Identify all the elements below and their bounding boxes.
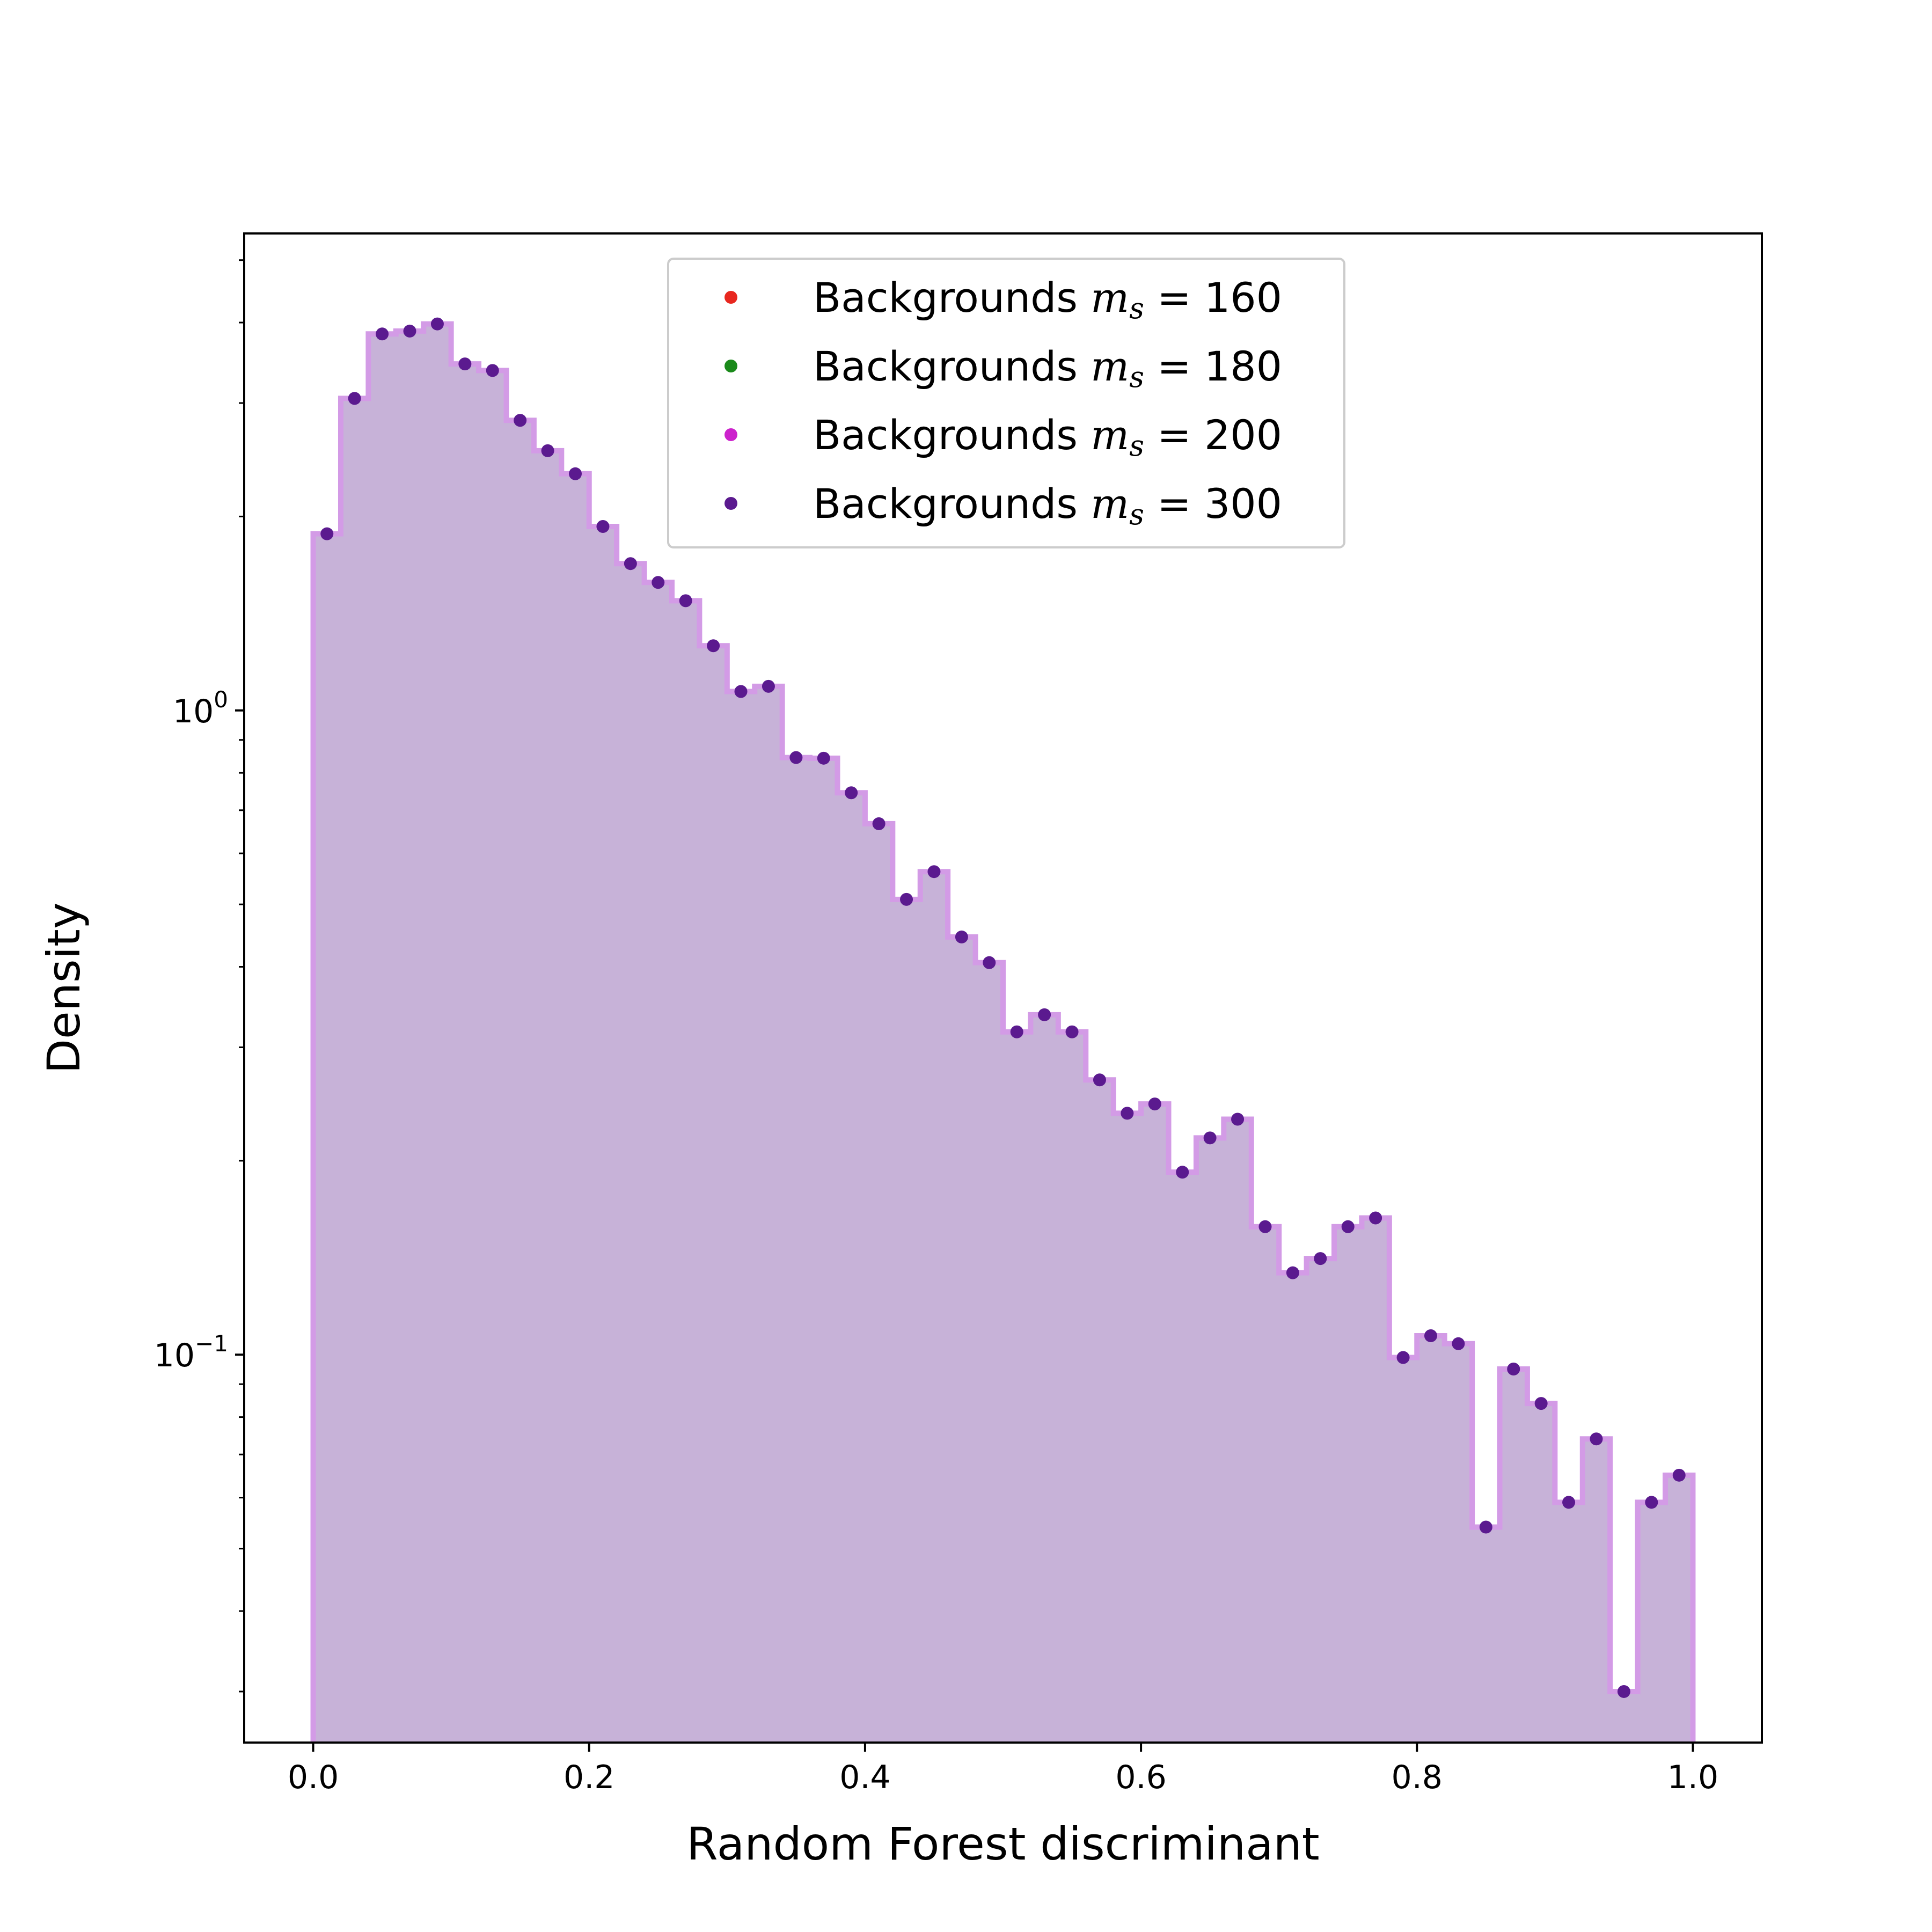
data-point — [1341, 1220, 1355, 1233]
y-tick-label: 100 — [173, 686, 228, 730]
data-point — [983, 956, 996, 969]
histogram-step-300 — [310, 321, 1696, 1743]
data-point — [1121, 1107, 1134, 1120]
data-point — [1203, 1131, 1217, 1145]
data-point — [1231, 1113, 1245, 1126]
data-point — [1148, 1097, 1161, 1111]
legend-marker — [724, 497, 737, 510]
data-point — [1645, 1496, 1658, 1509]
data-point — [789, 751, 803, 764]
data-point — [1617, 1685, 1630, 1698]
x-axis-label: Random Forest discriminant — [686, 1818, 1320, 1870]
legend-marker — [724, 428, 737, 441]
legend-label: Backgrounds ms = 200 — [813, 411, 1282, 463]
data-point — [403, 324, 416, 338]
data-point — [817, 751, 830, 765]
x-tick-label: 0.0 — [288, 1759, 339, 1796]
data-point — [872, 817, 885, 830]
data-point — [762, 679, 775, 693]
x-tick-label: 0.8 — [1392, 1759, 1443, 1796]
x-tick-label: 0.2 — [564, 1759, 614, 1796]
data-point — [1176, 1166, 1189, 1179]
data-point — [955, 930, 968, 943]
data-point — [707, 639, 720, 653]
legend-marker — [724, 360, 737, 372]
data-point — [1562, 1496, 1576, 1509]
data-point — [1424, 1329, 1437, 1342]
data-point — [1369, 1211, 1382, 1225]
data-point — [652, 576, 665, 589]
data-point — [1258, 1220, 1272, 1233]
data-point — [1038, 1008, 1051, 1021]
data-point — [486, 364, 499, 377]
data-point — [845, 786, 858, 800]
data-point — [734, 685, 748, 698]
x-tick-label: 0.4 — [839, 1759, 890, 1796]
data-point — [348, 392, 361, 405]
y-tick-label: 10−1 — [154, 1330, 228, 1374]
data-point — [1396, 1351, 1410, 1364]
data-point — [1093, 1073, 1106, 1087]
legend-label: Backgrounds ms = 160 — [813, 274, 1282, 325]
data-point — [569, 467, 582, 480]
y-axis-label: Density — [38, 902, 90, 1073]
data-point — [376, 327, 389, 341]
data-point — [900, 892, 913, 906]
data-point — [1452, 1337, 1465, 1350]
data-point — [1590, 1432, 1603, 1446]
data-point — [927, 865, 941, 879]
data-point — [458, 357, 472, 371]
data-point — [320, 527, 334, 540]
legend-label: Backgrounds ms = 180 — [813, 342, 1282, 394]
data-point — [1286, 1266, 1299, 1279]
data-point — [514, 414, 527, 427]
data-point — [596, 519, 610, 533]
data-point — [430, 317, 444, 331]
data-point — [1010, 1025, 1023, 1038]
data-point — [1672, 1468, 1686, 1482]
data-point — [1479, 1520, 1492, 1534]
data-point — [679, 594, 692, 608]
legend-marker — [724, 291, 737, 304]
plot-area — [310, 317, 1696, 1743]
axes-frame — [243, 232, 1763, 1744]
data-point — [1507, 1362, 1520, 1375]
legend-box — [667, 258, 1345, 548]
data-point — [1534, 1397, 1548, 1410]
legend-label: Backgrounds ms = 300 — [813, 480, 1282, 531]
legend: Backgrounds ms = 160 Backgrounds ms = 180… — [667, 258, 1345, 548]
data-point — [1065, 1025, 1079, 1038]
data-point — [1314, 1252, 1327, 1265]
data-point — [541, 444, 554, 457]
x-tick-label: 0.6 — [1115, 1759, 1166, 1796]
x-tick-label: 1.0 — [1667, 1759, 1718, 1796]
data-point — [624, 557, 637, 570]
axes: 0.0 0.2 0.4 0.6 0.8 1.0 100 10−1 — [154, 232, 1763, 1796]
